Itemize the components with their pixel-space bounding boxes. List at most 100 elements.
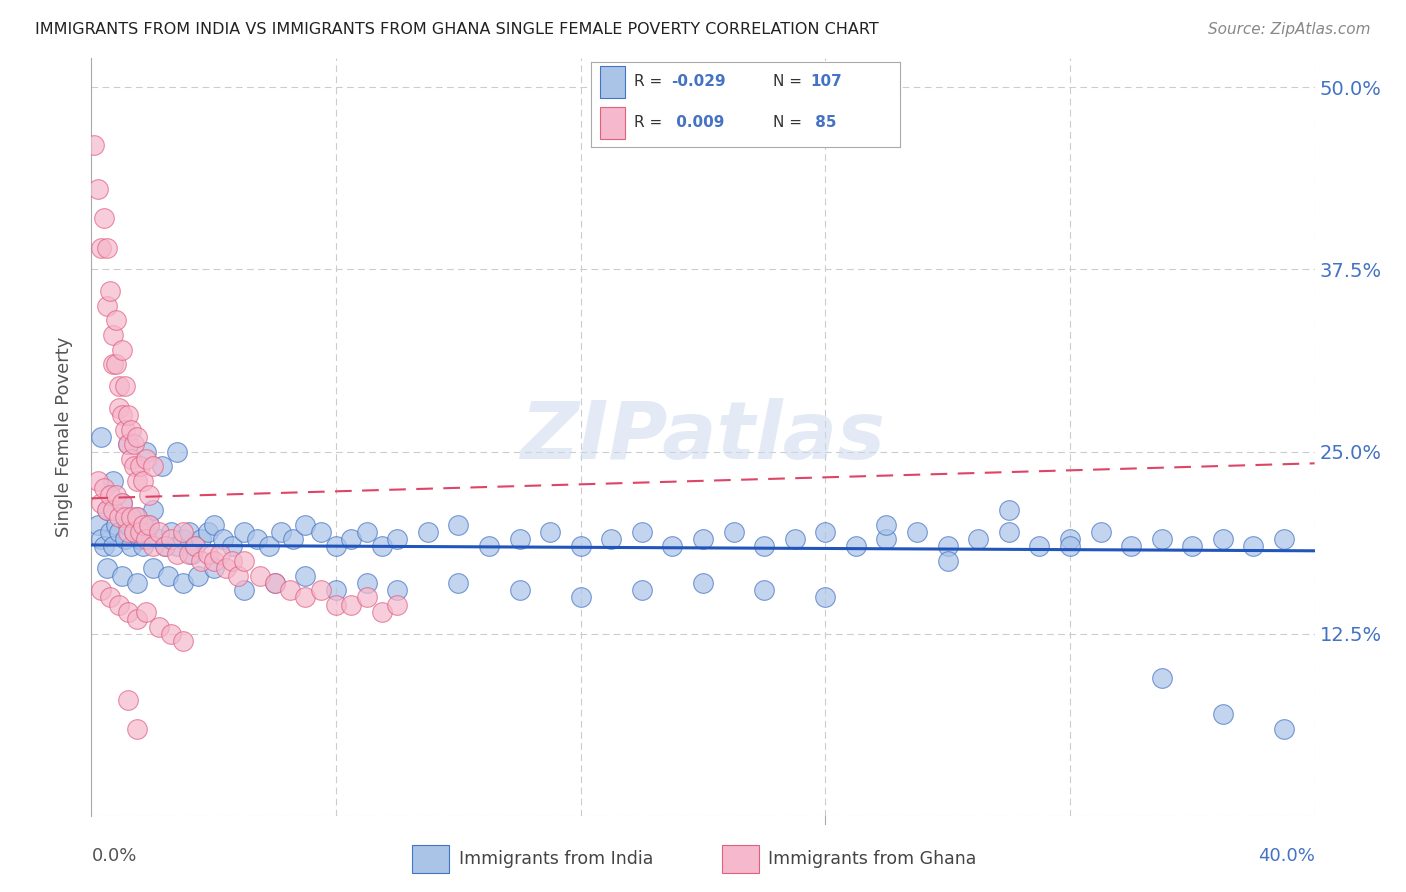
- Point: [172, 524, 194, 539]
- Point: [117, 437, 139, 451]
- Point: [371, 540, 394, 554]
- Point: [138, 517, 160, 532]
- Point: [114, 510, 136, 524]
- Point: [447, 575, 470, 590]
- Point: [122, 459, 145, 474]
- Point: [249, 568, 271, 582]
- Y-axis label: Single Female Poverty: Single Female Poverty: [55, 337, 73, 537]
- Point: [148, 619, 170, 633]
- Point: [96, 240, 118, 255]
- Point: [153, 540, 176, 554]
- Point: [1243, 540, 1265, 554]
- Text: R =: R =: [634, 74, 666, 89]
- Point: [160, 627, 183, 641]
- Point: [111, 408, 134, 422]
- Point: [309, 524, 332, 539]
- Point: [141, 503, 163, 517]
- Point: [108, 598, 131, 612]
- Point: [692, 575, 714, 590]
- Point: [264, 575, 287, 590]
- Point: [233, 524, 256, 539]
- Point: [117, 408, 139, 422]
- Point: [132, 540, 155, 554]
- Point: [166, 540, 188, 554]
- Point: [96, 503, 118, 517]
- Bar: [600, 106, 624, 139]
- Point: [447, 517, 470, 532]
- Point: [754, 583, 776, 598]
- Point: [117, 692, 139, 706]
- Point: [692, 532, 714, 546]
- Point: [153, 540, 176, 554]
- Point: [120, 423, 142, 437]
- Point: [723, 524, 745, 539]
- Point: [101, 540, 124, 554]
- Point: [132, 474, 155, 488]
- Bar: [600, 66, 624, 98]
- Point: [120, 452, 142, 467]
- Point: [108, 401, 131, 415]
- Point: [212, 532, 235, 546]
- Text: Source: ZipAtlas.com: Source: ZipAtlas.com: [1208, 22, 1371, 37]
- Point: [117, 437, 139, 451]
- Point: [104, 357, 127, 371]
- Point: [814, 524, 837, 539]
- Point: [160, 532, 183, 546]
- Point: [1181, 540, 1204, 554]
- Point: [478, 540, 501, 554]
- Point: [135, 524, 157, 539]
- Point: [1150, 671, 1173, 685]
- Point: [226, 568, 249, 582]
- Point: [172, 532, 194, 546]
- Point: [96, 561, 118, 575]
- Point: [172, 634, 194, 648]
- Point: [294, 517, 316, 532]
- Point: [1121, 540, 1143, 554]
- Point: [101, 474, 124, 488]
- Point: [96, 503, 118, 517]
- Point: [1059, 540, 1081, 554]
- Point: [1272, 722, 1295, 736]
- Point: [114, 423, 136, 437]
- Point: [1059, 532, 1081, 546]
- Bar: [412, 845, 450, 872]
- Point: [141, 561, 163, 575]
- Point: [371, 605, 394, 619]
- Point: [129, 532, 152, 546]
- Point: [278, 583, 301, 598]
- Point: [1212, 707, 1234, 722]
- Point: [197, 524, 219, 539]
- Point: [156, 568, 179, 582]
- Point: [356, 591, 378, 605]
- Point: [117, 524, 139, 539]
- Text: 0.009: 0.009: [671, 115, 724, 130]
- Point: [114, 532, 136, 546]
- Point: [221, 540, 243, 554]
- Point: [309, 583, 332, 598]
- Point: [184, 540, 207, 554]
- Point: [385, 532, 409, 546]
- Point: [98, 285, 121, 299]
- Point: [122, 524, 145, 539]
- Point: [132, 517, 155, 532]
- Point: [135, 444, 157, 458]
- Point: [845, 540, 868, 554]
- Point: [356, 524, 378, 539]
- Point: [101, 503, 124, 517]
- Point: [184, 540, 207, 554]
- Point: [127, 575, 149, 590]
- Text: 40.0%: 40.0%: [1258, 847, 1315, 864]
- Point: [257, 540, 280, 554]
- Point: [325, 583, 347, 598]
- Point: [202, 561, 225, 575]
- Point: [569, 540, 592, 554]
- Point: [166, 444, 188, 458]
- Point: [122, 524, 145, 539]
- Point: [325, 598, 347, 612]
- Point: [86, 474, 108, 488]
- Point: [148, 532, 170, 546]
- Point: [202, 517, 225, 532]
- Point: [509, 583, 531, 598]
- Point: [148, 524, 170, 539]
- Point: [83, 138, 105, 153]
